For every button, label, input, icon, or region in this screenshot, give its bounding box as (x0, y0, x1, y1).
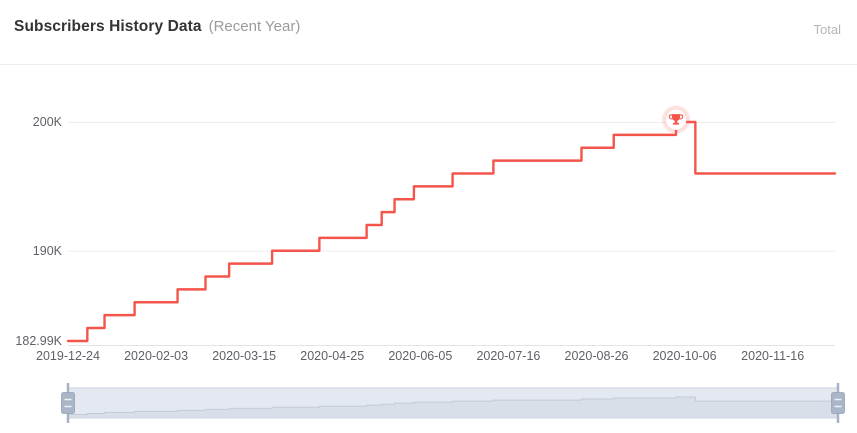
page-title: Subscribers History Data (14, 18, 202, 35)
trophy-marker[interactable] (662, 105, 691, 134)
header-divider (0, 64, 857, 65)
date-range-slider[interactable] (61, 383, 845, 423)
page-subtitle: (Recent Year) (208, 18, 301, 35)
slider-handle-grip[interactable] (61, 392, 75, 414)
slider-data-shadow-area (68, 397, 838, 418)
grip-lines-icon (64, 398, 72, 408)
legend-item-total[interactable]: Total (813, 22, 841, 37)
card-header: Subscribers History Data (Recent Year) (14, 18, 300, 36)
grip-lines-icon (834, 398, 842, 408)
slider-handle-right[interactable] (831, 383, 845, 423)
subscribers-line[interactable] (66, 120, 837, 343)
trophy-icon (668, 114, 684, 125)
slider-handle-left[interactable] (61, 383, 75, 423)
slider-data-shadow-line (68, 396, 838, 415)
slider-handle-grip[interactable] (831, 392, 845, 414)
